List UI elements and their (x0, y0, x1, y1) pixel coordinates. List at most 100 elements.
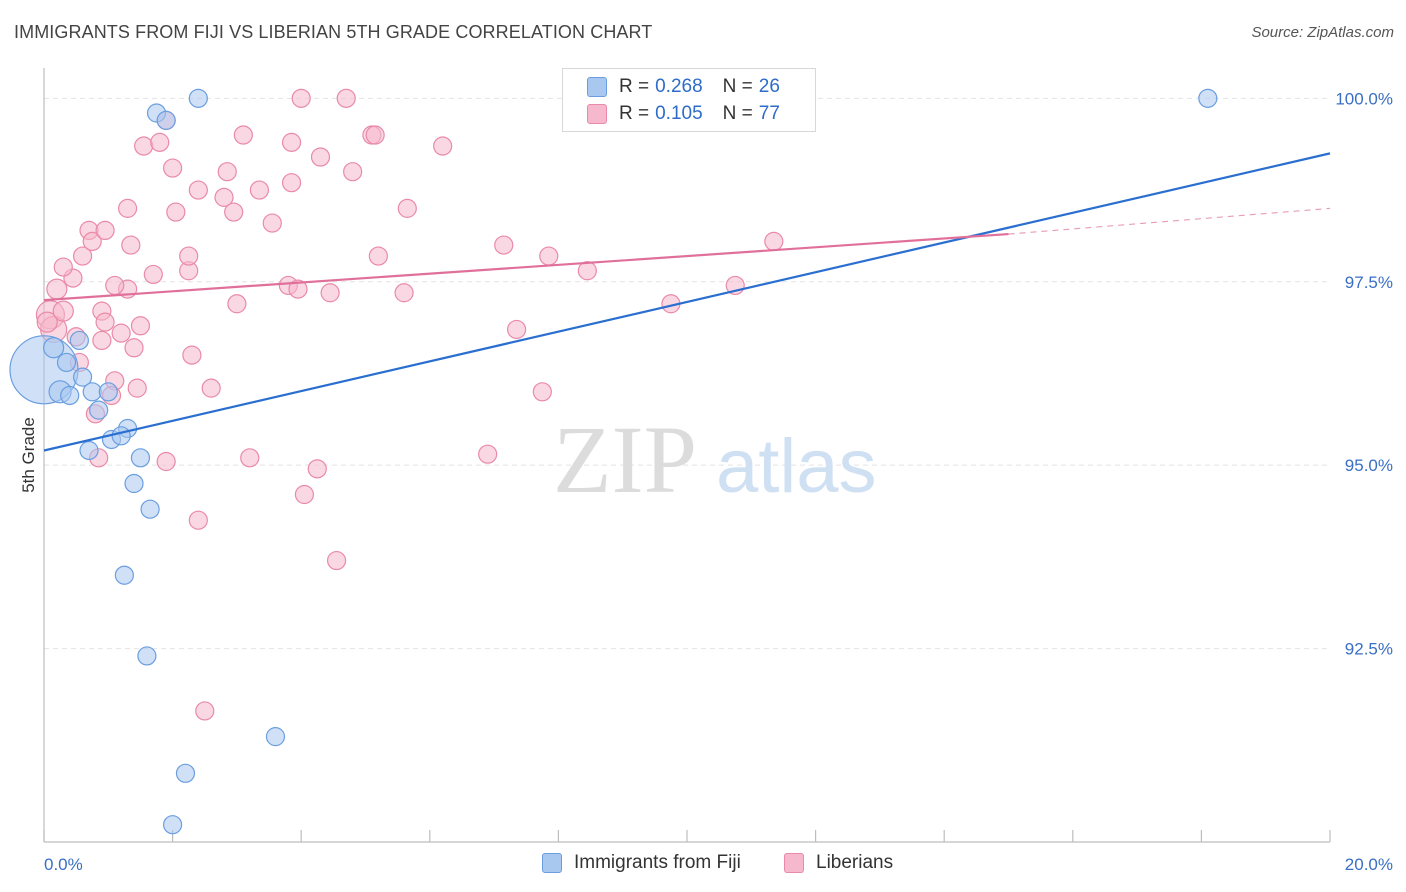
data-point (494, 235, 514, 255)
data-point (233, 125, 253, 145)
x-tick-label-min: 0.0% (44, 855, 83, 874)
watermark-atlas: atlas (716, 424, 877, 509)
bottom-legend-label-liberians: Liberians (816, 852, 894, 873)
data-point (288, 279, 308, 299)
data-point (188, 510, 208, 530)
bottom-legend-swatch-fiji (542, 853, 562, 873)
stats-legend: R = 0.268 N = 26 R = 0.105 N = 77 (562, 68, 816, 132)
data-point (214, 187, 234, 207)
data-point (227, 294, 247, 314)
data-point (130, 316, 151, 336)
bottom-legend-label-fiji: Immigrants from Fiji (574, 852, 741, 873)
legend-n-label: N = (722, 76, 753, 97)
trend-line (43, 152, 1331, 452)
data-point (130, 448, 151, 468)
data-point (343, 162, 363, 182)
data-point (156, 110, 176, 130)
data-point (111, 323, 131, 343)
watermark: ZIP atlas (553, 406, 877, 513)
data-point (294, 484, 315, 505)
data-point (336, 88, 356, 108)
data-point (98, 382, 118, 402)
data-point (532, 382, 552, 402)
data-point (60, 385, 80, 406)
data-point (368, 246, 388, 266)
data-point (240, 448, 260, 468)
data-point (188, 180, 208, 200)
data-point (195, 701, 215, 721)
data-point (1198, 88, 1218, 108)
data-point (433, 136, 453, 156)
data-point (43, 337, 65, 359)
data-point (507, 319, 527, 340)
data-point (764, 231, 784, 252)
bottom-legend-fiji: Immigrants from Fiji (542, 852, 741, 874)
legend-swatch-fiji (587, 77, 607, 97)
watermark-zip: ZIP (553, 406, 697, 513)
legend-swatch-liberians (587, 104, 607, 124)
data-point (281, 173, 302, 193)
data-point (291, 88, 311, 108)
data-point (150, 132, 170, 152)
data-point (69, 330, 89, 351)
series-liberians (35, 88, 784, 721)
data-point (166, 202, 186, 222)
data-point (249, 180, 270, 200)
data-point (310, 147, 331, 167)
trend-line (43, 232, 1009, 302)
data-point (394, 283, 414, 303)
data-point (72, 367, 93, 387)
data-point (114, 565, 134, 585)
data-point (163, 815, 183, 835)
legend-n-label: N = (722, 103, 753, 124)
legend-r-value-liberians: 0.105 (655, 103, 703, 124)
axes (43, 68, 1331, 843)
data-point (201, 378, 221, 398)
tick-labels: 92.5% 95.0% 97.5% 100.0% 0.0% 20.0% (44, 89, 1393, 874)
legend-r-label: R = (619, 76, 650, 97)
y-tick-label: 100.0% (1335, 89, 1393, 108)
gridlines (44, 97, 1330, 650)
data-point (182, 345, 202, 365)
data-point (121, 235, 141, 255)
data-point (217, 162, 237, 182)
data-point (46, 278, 68, 300)
data-point (577, 261, 597, 281)
data-point (36, 311, 58, 333)
data-point (397, 198, 417, 218)
data-point (134, 136, 154, 156)
data-point (224, 202, 244, 222)
data-point (265, 727, 286, 747)
data-point (124, 338, 144, 358)
y-axis-label: 5th Grade (19, 417, 38, 493)
legend-n-value-fiji: 26 (758, 76, 780, 97)
data-point (137, 646, 157, 666)
data-point (79, 440, 99, 461)
data-point (53, 257, 73, 277)
data-point (262, 213, 282, 233)
data-point (89, 400, 109, 420)
y-tick-label: 95.0% (1345, 456, 1393, 475)
data-point (127, 378, 147, 398)
data-point (82, 231, 102, 252)
data-point (117, 198, 138, 218)
data-point (179, 246, 199, 266)
data-point (307, 459, 327, 479)
legend-r-label: R = (619, 103, 650, 124)
data-point (478, 444, 498, 464)
data-point (95, 220, 115, 240)
data-point (95, 312, 115, 332)
legend-n-value-liberians: 77 (758, 103, 780, 124)
data-point (539, 246, 559, 266)
data-point (92, 330, 112, 351)
data-point (124, 473, 144, 494)
data-point (140, 499, 160, 519)
data-point (82, 382, 102, 402)
source-label: Source: ZipAtlas.com (1251, 24, 1394, 41)
data-point (365, 125, 385, 145)
trend-lines (43, 152, 1331, 452)
data-point (163, 158, 183, 178)
legend-r-value-fiji: 0.268 (655, 76, 703, 97)
data-point (52, 300, 74, 322)
